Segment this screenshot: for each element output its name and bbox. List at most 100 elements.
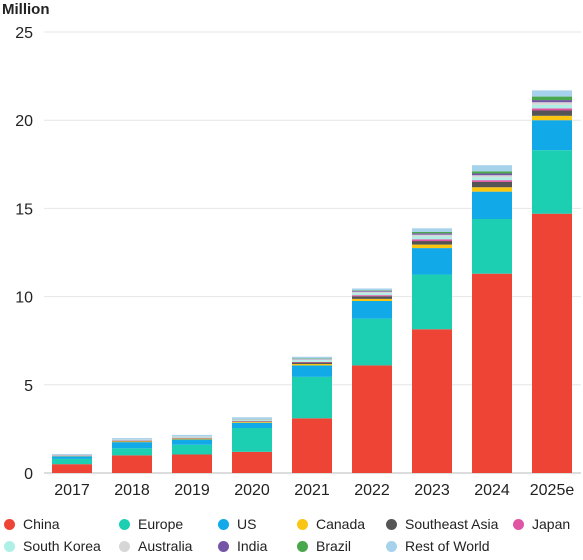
bar-segment-us: [532, 120, 572, 151]
legend-row: South Korea Australia India Brazil Rest of W…: [0, 538, 583, 560]
legend-swatch: [297, 518, 308, 530]
bar-segment-rest-of-world: [412, 228, 452, 232]
bar-segment-europe: [232, 428, 272, 452]
bar-segment-south-korea: [112, 439, 152, 441]
bar-segment-canada: [292, 363, 332, 366]
bar-segment-china: [112, 455, 152, 473]
bar-stack-2019: [172, 434, 212, 473]
bar-segment-us: [412, 248, 452, 275]
bar-stack-2023: [412, 228, 452, 473]
legend-item-china: China: [4, 516, 60, 532]
bar-segment-china: [412, 329, 452, 473]
bar-segment-europe: [412, 274, 452, 330]
y-axis-ticks: 0 5 10 15 20 25: [15, 25, 33, 483]
bar-segment-rest-of-world: [532, 90, 572, 97]
bar-segment-australia: [472, 175, 512, 178]
legend-swatch: [4, 518, 15, 530]
x-tick-label: 2025e: [530, 482, 575, 499]
bar-segment-china: [292, 418, 332, 473]
bar-segment-europe: [352, 318, 392, 366]
bar-segment-us: [292, 365, 332, 377]
x-tick-label: 2019: [174, 482, 210, 499]
bar-segment-china: [472, 273, 512, 473]
legend-label: US: [237, 516, 257, 532]
x-tick-label: 2017: [54, 482, 90, 499]
legend-item-us: US: [218, 516, 256, 532]
x-tick-label: 2018: [114, 482, 150, 499]
bar-segment-southeast-asia: [232, 421, 272, 422]
bar-segment-southeast-asia: [412, 241, 452, 245]
bar-segment-japan: [232, 420, 272, 422]
bar-stack-2021: [292, 356, 332, 473]
y-axis-label: Million: [2, 1, 50, 18]
legend-label: Europe: [138, 516, 184, 532]
legend-item-south-korea: South Korea: [4, 538, 101, 554]
bar-segment-japan: [292, 361, 332, 363]
legend-swatch: [297, 540, 308, 552]
bar-segment-rest-of-world: [352, 288, 392, 291]
bar-segment-south-korea: [412, 236, 452, 240]
y-tick-label: 5: [24, 378, 33, 395]
bar-stack-2020: [232, 417, 272, 473]
legend-item-australia: Australia: [119, 538, 192, 554]
legend-item-southeast-asia: Southeast Asia: [386, 516, 498, 532]
bar-segment-canada: [172, 438, 212, 440]
legend-swatch: [218, 540, 229, 552]
bar-segment-japan: [172, 437, 212, 439]
bar-segment-india: [472, 173, 512, 176]
bar-segment-us: [352, 301, 392, 319]
bar-stack-2025e: [532, 90, 572, 473]
bar-segment-europe: [172, 444, 212, 455]
legend-label: Japan: [532, 516, 571, 532]
legend-label: Brazil: [316, 538, 352, 554]
y-tick-label: 15: [15, 201, 33, 218]
x-tick-label: 2020: [234, 482, 270, 499]
bar-segment-australia: [412, 234, 452, 237]
bar-segment-us: [232, 422, 272, 429]
legend-label: Rest of World: [405, 538, 490, 554]
bar-segment-japan: [412, 239, 452, 242]
bar-segment-southeast-asia: [292, 362, 332, 364]
x-tick-label: 2022: [354, 482, 390, 499]
y-tick-label: 10: [15, 290, 33, 307]
bar-segment-us: [472, 191, 512, 219]
legend-item-brazil: Brazil: [297, 538, 351, 554]
legend-label: South Korea: [23, 538, 101, 554]
x-tick-label: 2023: [414, 482, 450, 499]
bar-segment-japan: [112, 440, 152, 442]
legend-label: Australia: [138, 538, 193, 554]
bar-segment-japan: [352, 295, 392, 297]
bar-segment-rest-of-world: [112, 438, 152, 440]
bar-stack-2022: [352, 288, 392, 473]
bar-segment-canada: [532, 115, 572, 121]
bar-stack-2018: [112, 438, 152, 473]
legend-item-canada: Canada: [297, 516, 365, 532]
x-tick-label: 2021: [294, 482, 330, 499]
bar-segment-europe: [472, 218, 512, 274]
bar-segment-rest-of-world: [232, 417, 272, 420]
bar-segment-japan: [472, 180, 512, 182]
bar-segment-brazil: [352, 290, 392, 291]
bar-segment-india: [412, 233, 452, 235]
legend-swatch: [218, 518, 229, 530]
y-tick-label: 20: [15, 113, 33, 130]
bar-stack-2024: [472, 165, 512, 473]
legend-swatch: [119, 518, 130, 530]
bar-segment-europe: [292, 376, 332, 419]
legend-swatch: [386, 540, 397, 552]
bar-segment-europe: [52, 458, 92, 465]
legend-label: India: [237, 538, 268, 554]
bar-segment-rest-of-world: [52, 453, 92, 455]
bar-segment-india: [532, 100, 572, 103]
bar-segment-us: [172, 439, 212, 445]
bar-segment-china: [352, 365, 392, 473]
bar-segment-south-korea: [532, 104, 572, 109]
bar-segment-rest-of-world: [472, 165, 512, 172]
bar-segment-south-korea: [352, 293, 392, 296]
bar-segment-south-korea: [292, 360, 332, 362]
bar-segment-rest-of-world: [172, 434, 212, 437]
bar-segment-canada: [412, 244, 452, 249]
bar-segment-us: [112, 442, 152, 449]
legend-swatch: [119, 540, 130, 552]
